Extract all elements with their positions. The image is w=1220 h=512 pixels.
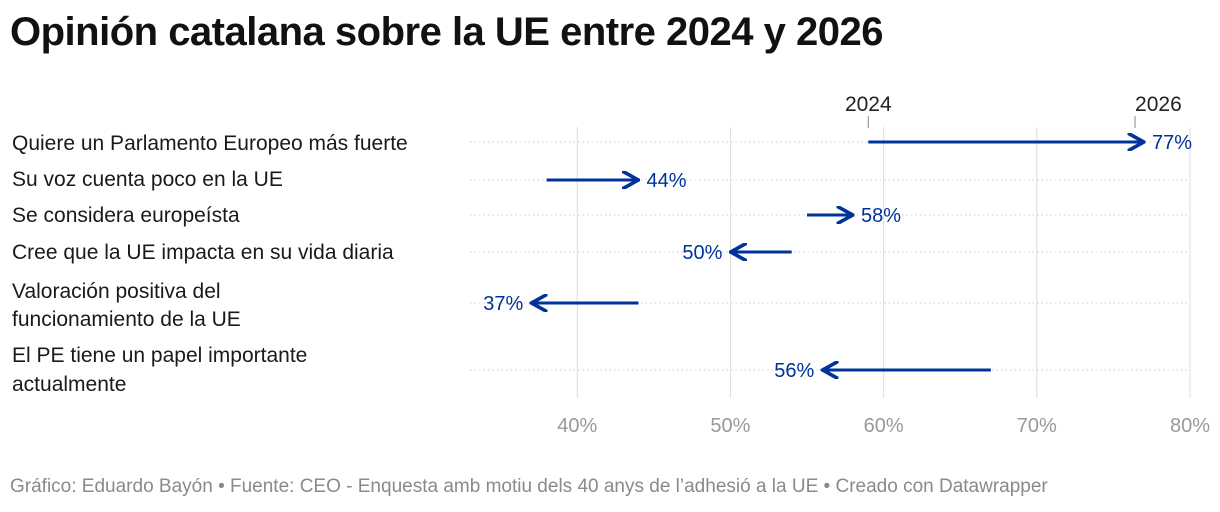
header-label-end: 2026 (1135, 93, 1182, 116)
category-label: Cree que la UE impacta en su vida diaria (12, 241, 394, 264)
category-label: Se considera europeísta (12, 204, 240, 227)
category-label: Quiere un Parlamento Europeo más fuerte (12, 132, 408, 155)
category-label: Valoración positiva del (12, 280, 221, 303)
value-label: 77% (1152, 132, 1192, 154)
header-label-start: 2024 (845, 93, 892, 116)
value-label: 50% (682, 242, 722, 264)
x-tick-label: 70% (1017, 415, 1057, 437)
value-label: 37% (483, 293, 523, 315)
value-label: 44% (647, 170, 687, 192)
x-tick-label: 60% (864, 415, 904, 437)
arrow-chart: 2024 2026 40% 50% 60% 70% 80% Quiere un Parlam… (12, 93, 1210, 437)
chart-title: Opinión catalana sobre la UE entre 2024 … (10, 10, 883, 54)
value-label: 58% (861, 205, 901, 227)
x-tick-label: 80% (1170, 415, 1210, 437)
category-label: funcionamiento de la UE (12, 308, 241, 331)
chart-footer: Gráfico: Eduardo Bayón • Fuente: CEO - E… (10, 476, 1048, 497)
category-label: actualmente (12, 373, 126, 396)
category-label: Su voz cuenta poco en la UE (12, 168, 283, 191)
category-label: El PE tiene un papel importante (12, 344, 307, 367)
x-tick-label: 40% (557, 415, 597, 437)
x-tick-label: 50% (710, 415, 750, 437)
value-label: 56% (774, 360, 814, 382)
